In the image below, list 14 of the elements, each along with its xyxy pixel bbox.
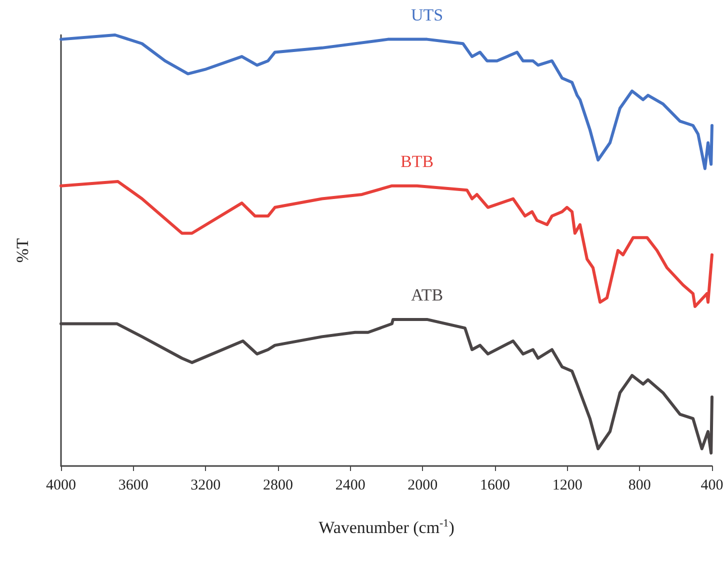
x-tick-label: 2800 [263, 478, 293, 494]
x-tick-label: 4000 [46, 478, 76, 494]
x-tick-label: 1600 [480, 478, 510, 494]
x-tick-label: 2400 [335, 478, 366, 494]
x-tick-label: 3200 [190, 478, 221, 494]
x-tick-label: 3600 [118, 478, 148, 494]
series-label: UTS [410, 5, 444, 24]
series-label: BTB [400, 152, 434, 171]
series-label: ATB [410, 285, 444, 304]
x-tick-label: 1200 [552, 478, 582, 494]
x-tick-label: 2000 [408, 478, 438, 494]
y-axis-title: %T [13, 238, 32, 263]
x-tick-label: 800 [628, 478, 651, 494]
x-tick-label: 400 [700, 478, 724, 494]
